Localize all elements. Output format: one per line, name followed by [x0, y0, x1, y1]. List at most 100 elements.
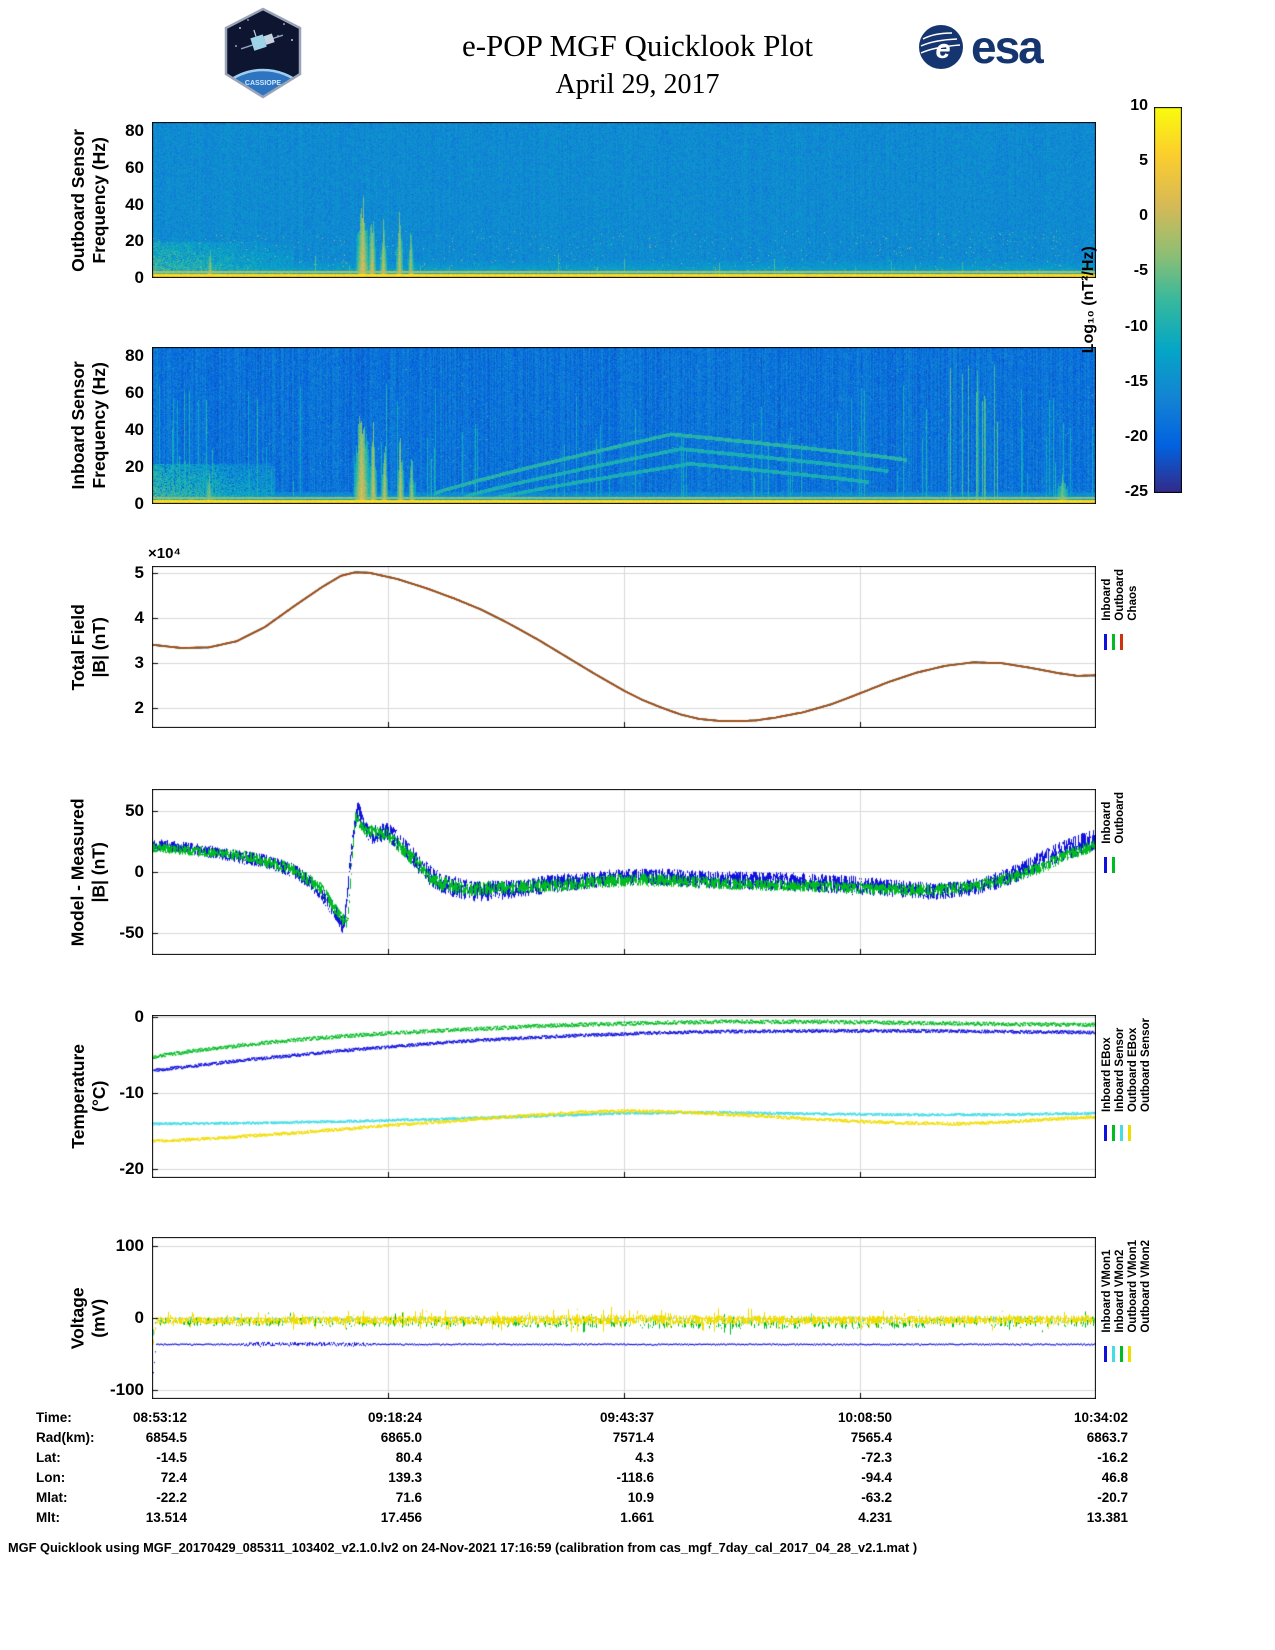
table-cell: 17.456	[380, 1510, 422, 1525]
table-cell: 71.6	[395, 1490, 422, 1505]
table-cell: 72.4	[160, 1470, 187, 1485]
legend-total-field: Inboard Outboard Chaos	[1101, 569, 1139, 650]
y-tick-label: 100	[115, 1235, 144, 1255]
y-tick-label: 20	[125, 457, 144, 477]
table-cell: 7565.4	[850, 1430, 892, 1445]
satellite-graphic	[240, 29, 284, 51]
table-cell: -16.2	[1097, 1450, 1128, 1465]
legend-label: Outboard EBox	[1127, 1027, 1139, 1112]
table-row-label: Mlat:	[36, 1490, 68, 1505]
legend-color-sample	[1104, 856, 1107, 873]
y-tick-label: -100	[109, 1380, 144, 1400]
page-date: April 29, 2017	[555, 69, 720, 100]
table-cell: 08:53:12	[132, 1410, 187, 1425]
table-row-label: Lat:	[36, 1450, 61, 1465]
legend-color-sample	[1104, 1124, 1107, 1141]
table-cell: 10.9	[627, 1490, 654, 1505]
table-cell: 80.4	[395, 1450, 422, 1465]
legend-color-sample	[1120, 633, 1123, 650]
legend-label: Chaos	[1127, 585, 1139, 621]
table-cell: 10:34:02	[1073, 1410, 1128, 1425]
footer-note: MGF Quicklook using MGF_20170429_085311_…	[8, 1540, 918, 1555]
y-tick-label: 50	[125, 800, 144, 820]
esa-wordmark: esa	[971, 21, 1044, 73]
legend-label: Inboard	[1101, 801, 1113, 844]
y-tick-label: 0	[134, 862, 144, 881]
table-cell: -14.5	[156, 1450, 187, 1465]
legend-label: Inboard Sensor	[1114, 1027, 1126, 1112]
table-cell: 09:43:37	[599, 1410, 654, 1425]
y-tick-label: 60	[125, 157, 144, 177]
table-cell: 09:18:24	[367, 1410, 422, 1425]
cassiope-wordmark: CASSIOPE	[245, 80, 282, 87]
table-cell: 6854.5	[145, 1430, 187, 1445]
table-row-label: Lon:	[36, 1470, 66, 1485]
badge-border	[224, 7, 302, 99]
colorbar-tick-label: -15	[1124, 372, 1148, 390]
y-tick-label: -20	[119, 1158, 144, 1178]
table-cell: -20.7	[1097, 1490, 1128, 1505]
colorbar-label-text: Log₁₀ (nT²/Hz)	[1080, 246, 1098, 354]
y-tick-label: 80	[125, 121, 144, 141]
table-row-label: Mlt:	[36, 1510, 60, 1525]
legend-label: Outboard Sensor	[1140, 1018, 1152, 1112]
table-row-mlat: Mlat: -22.2 71.6 10.9 -63.2 -20.7	[0, 1490, 1275, 1510]
y-tick-label: 0	[134, 1308, 144, 1327]
table-cell: -94.4	[861, 1470, 892, 1485]
y-tick-label: 5	[134, 562, 144, 582]
table-cell: 1.661	[620, 1510, 654, 1525]
table-cell: 6865.0	[380, 1430, 422, 1445]
legend-temperature: Inboard EBox Inboard Sensor Outboard EBox O…	[1101, 1018, 1152, 1141]
y-tick-label: 0	[134, 268, 144, 287]
table-row-time: Time: 08:53:12 09:18:24 09:43:37 10:08:5…	[0, 1410, 1275, 1430]
colorbar-tick-label: -20	[1124, 427, 1148, 445]
legend-color-sample	[1112, 1345, 1115, 1362]
inboard-spectrogram-canvas	[152, 347, 1096, 504]
table-row-mlt: Mlt: 13.514 17.456 1.661 4.231 13.381	[0, 1510, 1275, 1530]
y-tick-label: 3	[134, 652, 144, 672]
legend-voltage: Inboard VMon1 Inboard VMon2 Outboard VMon1…	[1101, 1240, 1152, 1362]
legend-label: Outboard	[1114, 569, 1126, 621]
y-tick-label: 60	[125, 383, 144, 403]
table-cell: -72.3	[861, 1450, 892, 1465]
legend-label: Outboard VMon2	[1140, 1240, 1152, 1333]
y-tick-label: -50	[119, 923, 144, 943]
y-tick-label: 80	[125, 346, 144, 366]
colorbar	[1154, 107, 1182, 493]
colorbar-label: Log₁₀ (nT²/Hz)	[1074, 107, 1104, 493]
total-field-plot	[152, 566, 1096, 728]
svg-text:e: e	[935, 34, 950, 64]
table-cell: 6863.7	[1086, 1430, 1128, 1445]
y-tick-label: 20	[125, 231, 144, 251]
legend-label: Inboard	[1101, 578, 1113, 621]
voltage-plot	[152, 1237, 1096, 1399]
earth-limb	[226, 68, 300, 97]
legend-color-sample	[1112, 633, 1115, 650]
y-tick-label: 0	[134, 1006, 144, 1026]
table-cell: 13.381	[1086, 1510, 1128, 1525]
legend-color-sample	[1104, 1345, 1107, 1362]
table-row-rad: Rad(km): 6854.5 6865.0 7571.4 7565.4 686…	[0, 1430, 1275, 1450]
legend-label: Outboard VMon1	[1127, 1240, 1139, 1333]
legend-label: Inboard EBox	[1101, 1037, 1113, 1112]
table-cell: 10:08:50	[837, 1410, 892, 1425]
table-cell: 46.8	[1101, 1470, 1128, 1485]
colorbar-tick-label: 10	[1130, 97, 1148, 114]
colorbar-tick-label: -25	[1124, 483, 1148, 500]
esa-logo: e esa	[918, 20, 1044, 74]
legend-model-measured: Inboard Outboard	[1101, 792, 1126, 873]
legend-color-sample	[1104, 633, 1107, 650]
table-cell: -118.6	[616, 1470, 654, 1485]
outboard-spectrogram-canvas	[152, 122, 1096, 278]
cassiope-logo: CASSIOPE	[224, 7, 302, 99]
table-cell: 7571.4	[612, 1430, 654, 1445]
legend-color-sample	[1128, 1345, 1131, 1362]
table-row-label: Time:	[36, 1410, 72, 1425]
legend-color-sample	[1112, 1124, 1115, 1141]
table-cell: -63.2	[861, 1490, 892, 1505]
legend-label: Outboard	[1114, 792, 1126, 844]
colorbar-tick-label: 0	[1139, 207, 1148, 225]
table-cell: 139.3	[388, 1470, 422, 1485]
page-title: e-POP MGF Quicklook Plot	[461, 28, 814, 63]
legend-color-sample	[1112, 856, 1115, 873]
